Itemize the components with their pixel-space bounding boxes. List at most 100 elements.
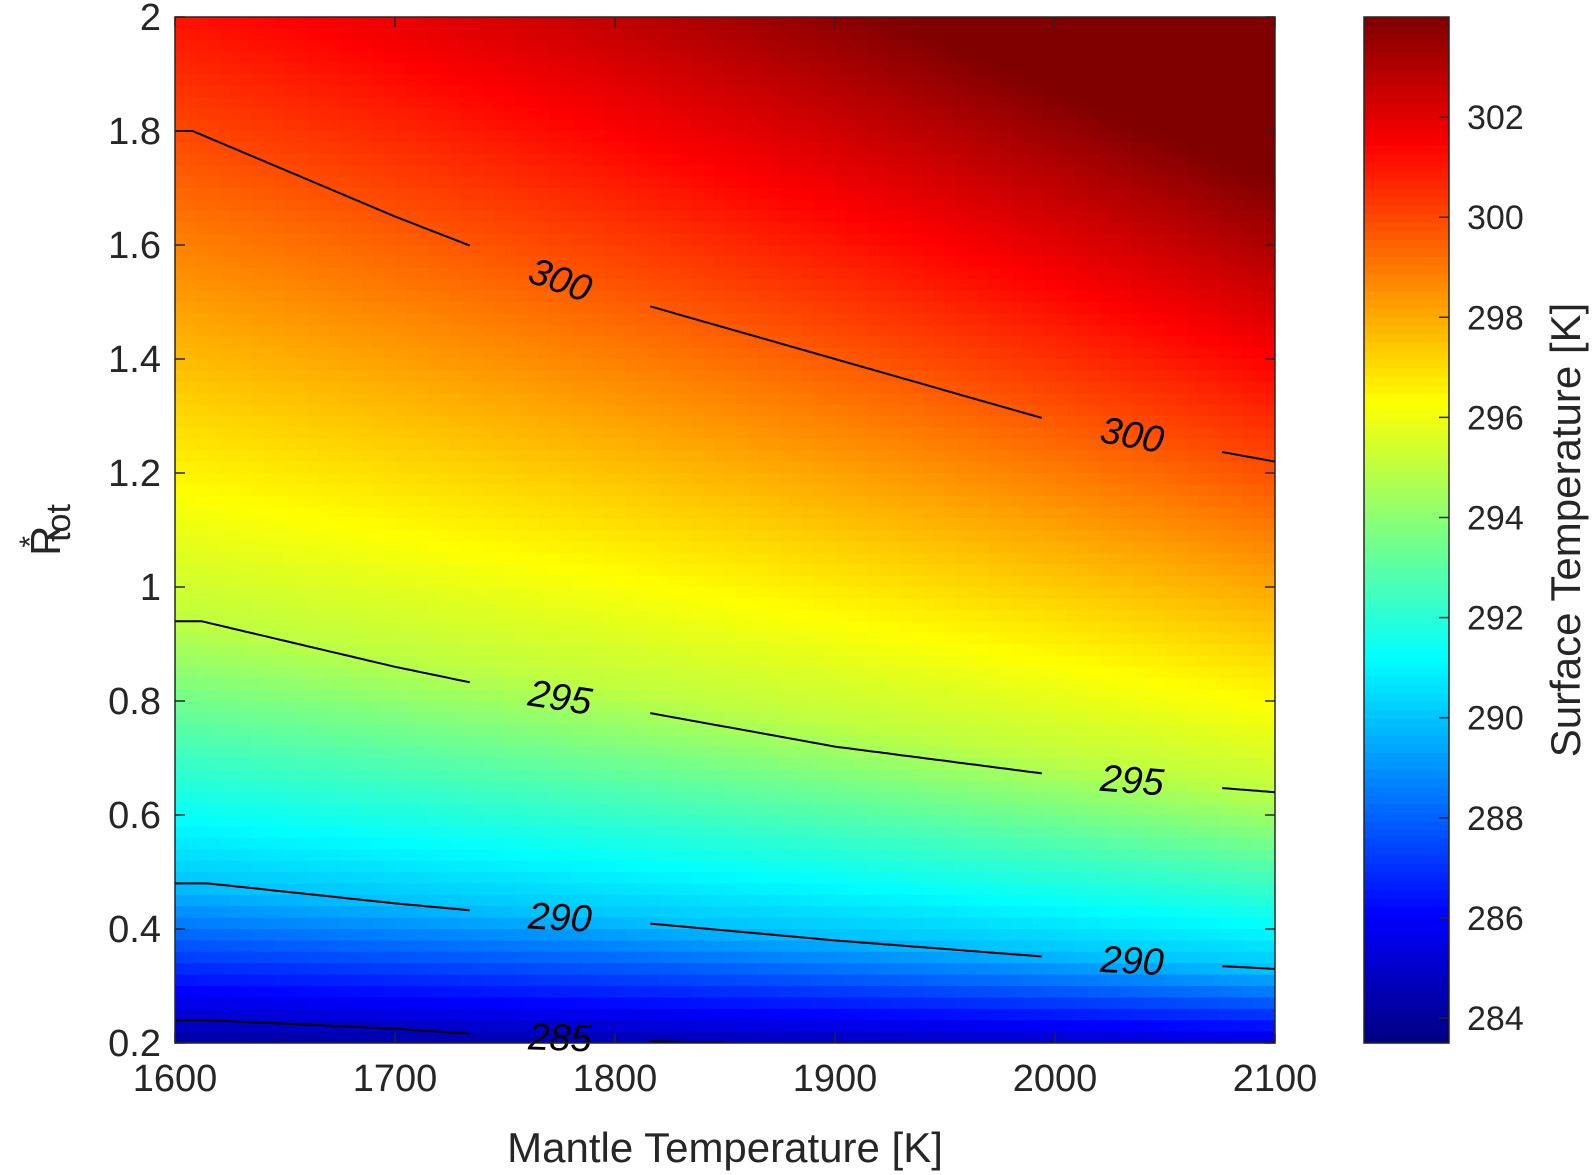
heatmap-cell — [604, 929, 616, 941]
heatmap-cell — [395, 256, 407, 269]
heatmap-cell — [714, 370, 726, 383]
heatmap-cell — [373, 484, 385, 497]
heatmap-cell — [604, 1020, 616, 1033]
heatmap-cell — [450, 347, 462, 360]
heatmap-cell — [219, 17, 231, 29]
heatmap-cell — [648, 233, 660, 246]
heatmap-cell — [450, 894, 462, 907]
heatmap-cell — [395, 701, 407, 713]
heatmap-cell — [769, 267, 781, 280]
heatmap-cell — [252, 872, 264, 884]
heatmap-cell — [615, 678, 627, 691]
heatmap-cell — [538, 849, 550, 862]
heatmap-cell — [318, 461, 330, 474]
heatmap-cell — [186, 815, 198, 827]
heatmap-cell — [527, 222, 539, 235]
heatmap-cell — [252, 644, 264, 656]
heatmap-cell — [472, 598, 484, 611]
heatmap-cell — [274, 324, 286, 337]
heatmap-cell — [439, 758, 451, 770]
heatmap-cell — [637, 359, 649, 371]
heatmap-cell — [384, 267, 396, 280]
heatmap-cell — [483, 142, 495, 155]
heatmap-cell — [714, 359, 726, 371]
heatmap-cell — [626, 974, 638, 987]
heatmap-cell — [274, 837, 286, 850]
heatmap-cell — [461, 85, 473, 98]
heatmap-cell — [758, 473, 770, 485]
heatmap-cell — [494, 461, 506, 474]
heatmap-cell — [219, 119, 231, 132]
heatmap-cell — [626, 381, 638, 394]
heatmap-cell — [329, 598, 341, 611]
heatmap-cell — [714, 267, 726, 280]
heatmap-cell — [527, 17, 539, 29]
heatmap-cell — [714, 256, 726, 269]
heatmap-cell — [329, 119, 341, 132]
heatmap-cell — [340, 883, 352, 896]
heatmap-cell — [604, 940, 616, 953]
heatmap-cell — [252, 655, 264, 668]
heatmap-cell — [538, 929, 550, 941]
heatmap-cell — [384, 17, 396, 29]
heatmap-cell — [593, 598, 605, 611]
heatmap-cell — [208, 313, 220, 326]
heatmap-cell — [274, 416, 286, 428]
heatmap-cell — [494, 518, 506, 531]
heatmap-cell — [681, 530, 693, 542]
heatmap-cell — [384, 256, 396, 269]
heatmap-cell — [296, 518, 308, 531]
heatmap-cell — [329, 450, 341, 463]
heatmap-cell — [461, 222, 473, 235]
heatmap-cell — [351, 96, 363, 109]
heatmap-cell — [571, 290, 583, 303]
heatmap-cell — [593, 758, 605, 770]
heatmap-cell — [681, 165, 693, 178]
heatmap-cell — [538, 210, 550, 223]
heatmap-cell — [197, 393, 209, 406]
heatmap-cell — [274, 165, 286, 178]
heatmap-cell — [219, 666, 231, 679]
heatmap-cell — [758, 256, 770, 269]
heatmap-cell — [175, 347, 187, 360]
heatmap-cell — [560, 222, 572, 235]
heatmap-cell — [670, 963, 682, 976]
heatmap-cell — [516, 347, 528, 360]
heatmap-cell — [373, 347, 385, 360]
heatmap-cell — [681, 245, 693, 257]
heatmap-cell — [395, 963, 407, 976]
heatmap-cell — [604, 416, 616, 428]
heatmap-cell — [681, 666, 693, 679]
heatmap-cell — [527, 39, 539, 52]
heatmap-cell — [439, 587, 451, 599]
heatmap-cell — [703, 906, 715, 919]
heatmap-cell — [692, 1031, 704, 1043]
heatmap-cell — [329, 541, 341, 554]
heatmap-cell — [230, 632, 242, 645]
heatmap-cell — [516, 256, 528, 269]
heatmap-cell — [461, 359, 473, 371]
heatmap-cell — [351, 758, 363, 770]
heatmap-cell — [604, 735, 616, 748]
heatmap-cell — [395, 530, 407, 542]
heatmap-cell — [373, 324, 385, 337]
heatmap-cell — [450, 849, 462, 862]
heatmap-cell — [186, 359, 198, 371]
heatmap-cell — [747, 507, 759, 520]
heatmap-cell — [747, 621, 759, 634]
heatmap-cell — [384, 701, 396, 713]
heatmap-cell — [670, 17, 682, 29]
heatmap-cell — [340, 803, 352, 816]
heatmap-cell — [318, 484, 330, 497]
heatmap-cell — [186, 940, 198, 953]
heatmap-cell — [505, 245, 517, 257]
heatmap-cell — [197, 746, 209, 759]
heatmap-cell — [373, 940, 385, 953]
heatmap-cell — [648, 735, 660, 748]
heatmap-cell — [175, 96, 187, 109]
heatmap-cell — [307, 587, 319, 599]
heatmap-cell — [329, 701, 341, 713]
heatmap-cell — [516, 849, 528, 862]
heatmap-cell — [230, 507, 242, 520]
heatmap-cell — [725, 290, 737, 303]
